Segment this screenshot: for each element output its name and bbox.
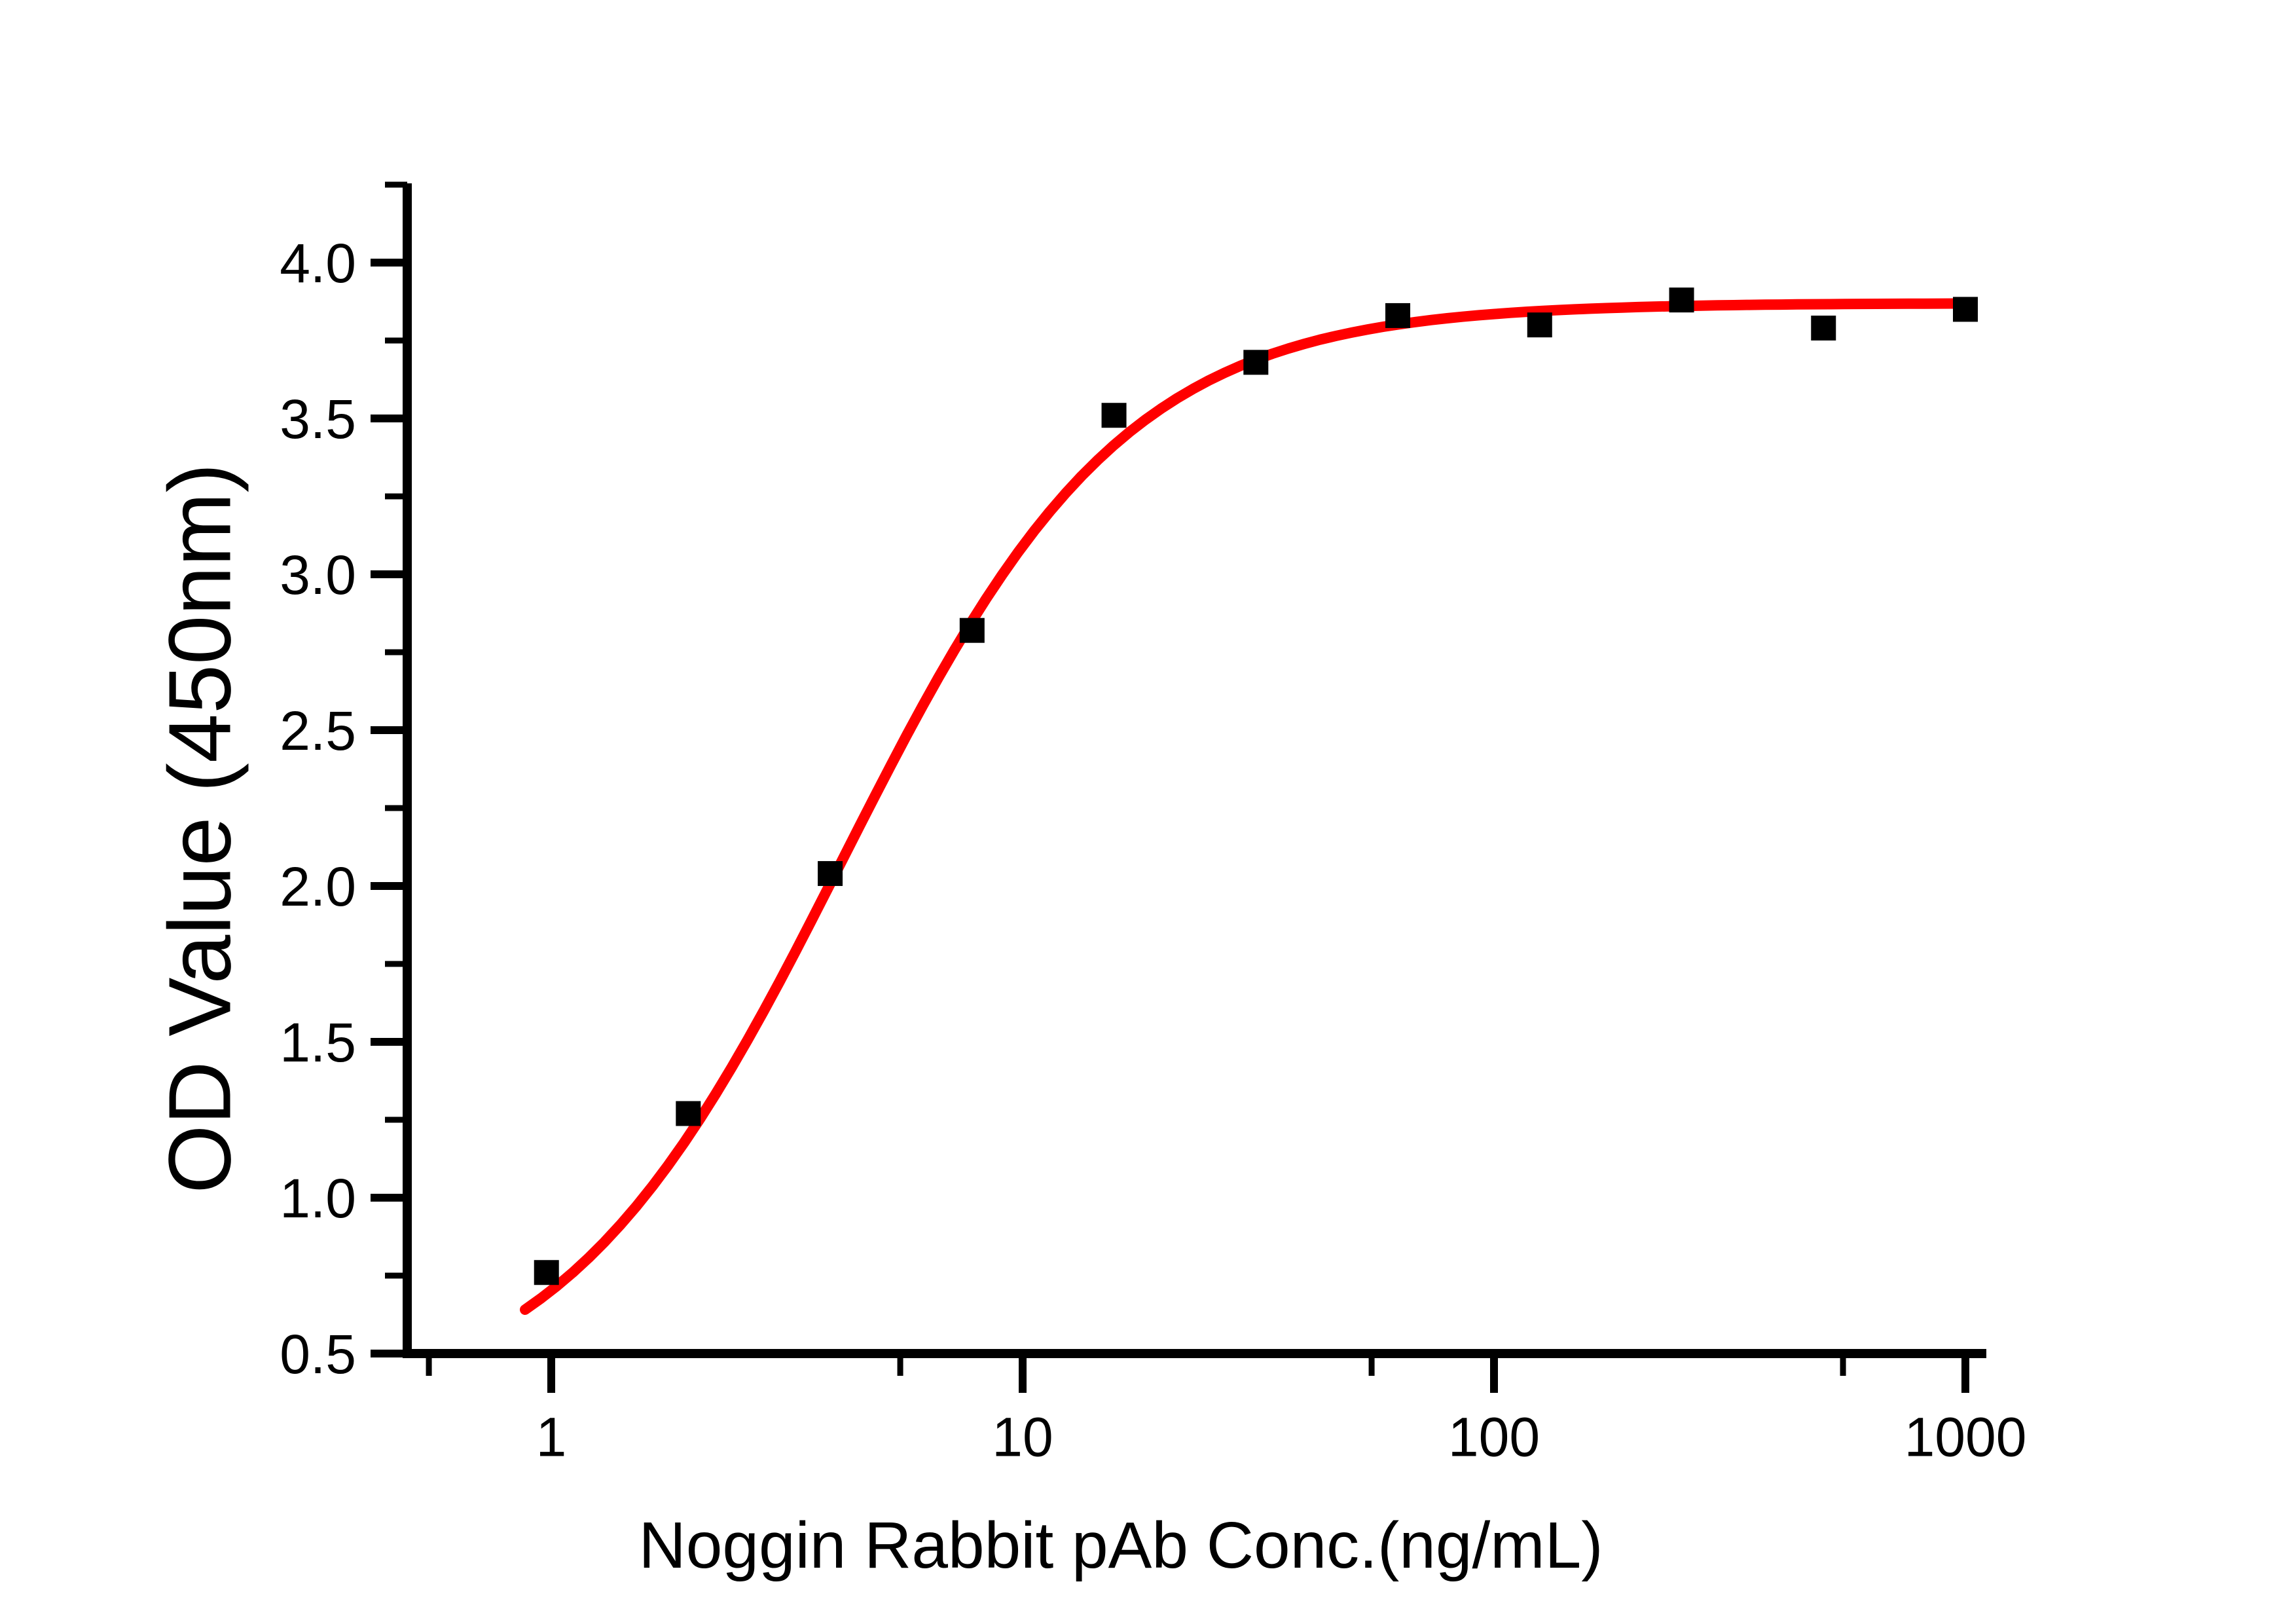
- x-tick-label-1000: 1000: [1904, 1406, 2027, 1467]
- x-tick-label-10: 10: [992, 1406, 1053, 1467]
- y-axis-title-text: OD Value (450nm): [150, 463, 249, 1194]
- data-point-square: [1811, 315, 1836, 341]
- y-tick-label-2.0: 2.0: [280, 856, 356, 917]
- y-tick-label-2.5: 2.5: [280, 700, 356, 762]
- data-point-square: [959, 618, 985, 643]
- y-tick-label-1.0: 1.0: [280, 1168, 356, 1229]
- x-axis-title-text: Noggin Rabbit pAb Conc.(ng/mL): [638, 1509, 1603, 1582]
- data-point-square: [818, 860, 843, 886]
- data-point-square: [1669, 287, 1694, 313]
- fit-curve-path: [520, 298, 1961, 1315]
- data-point-square: [676, 1101, 701, 1126]
- data-point-square: [1243, 350, 1269, 375]
- y-tick-label-1.5: 1.5: [280, 1012, 356, 1073]
- data-point-square: [1527, 312, 1552, 338]
- y-tick-label-3.5: 3.5: [280, 388, 356, 450]
- x-tick-label-1: 1: [536, 1406, 567, 1467]
- y-tick-label-0.5: 0.5: [280, 1323, 356, 1385]
- data-point-square: [1953, 297, 1978, 322]
- x-tick-label-100: 100: [1448, 1406, 1540, 1467]
- y-tick-label-4.0: 4.0: [280, 232, 356, 294]
- data-point-square: [1101, 403, 1127, 428]
- y-tick-label-3.0: 3.0: [280, 544, 356, 606]
- data-point-square: [534, 1260, 559, 1285]
- data-point-square: [1385, 303, 1411, 328]
